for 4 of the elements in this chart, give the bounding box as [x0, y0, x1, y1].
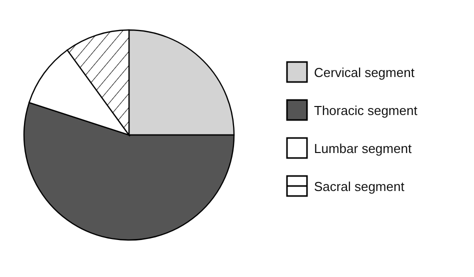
legend-label: Thoracic segment — [314, 103, 418, 118]
legend-label: Sacral segment — [314, 179, 405, 194]
legend-label: Lumbar segment — [314, 141, 412, 156]
legend-label: Cervical segment — [314, 65, 415, 80]
